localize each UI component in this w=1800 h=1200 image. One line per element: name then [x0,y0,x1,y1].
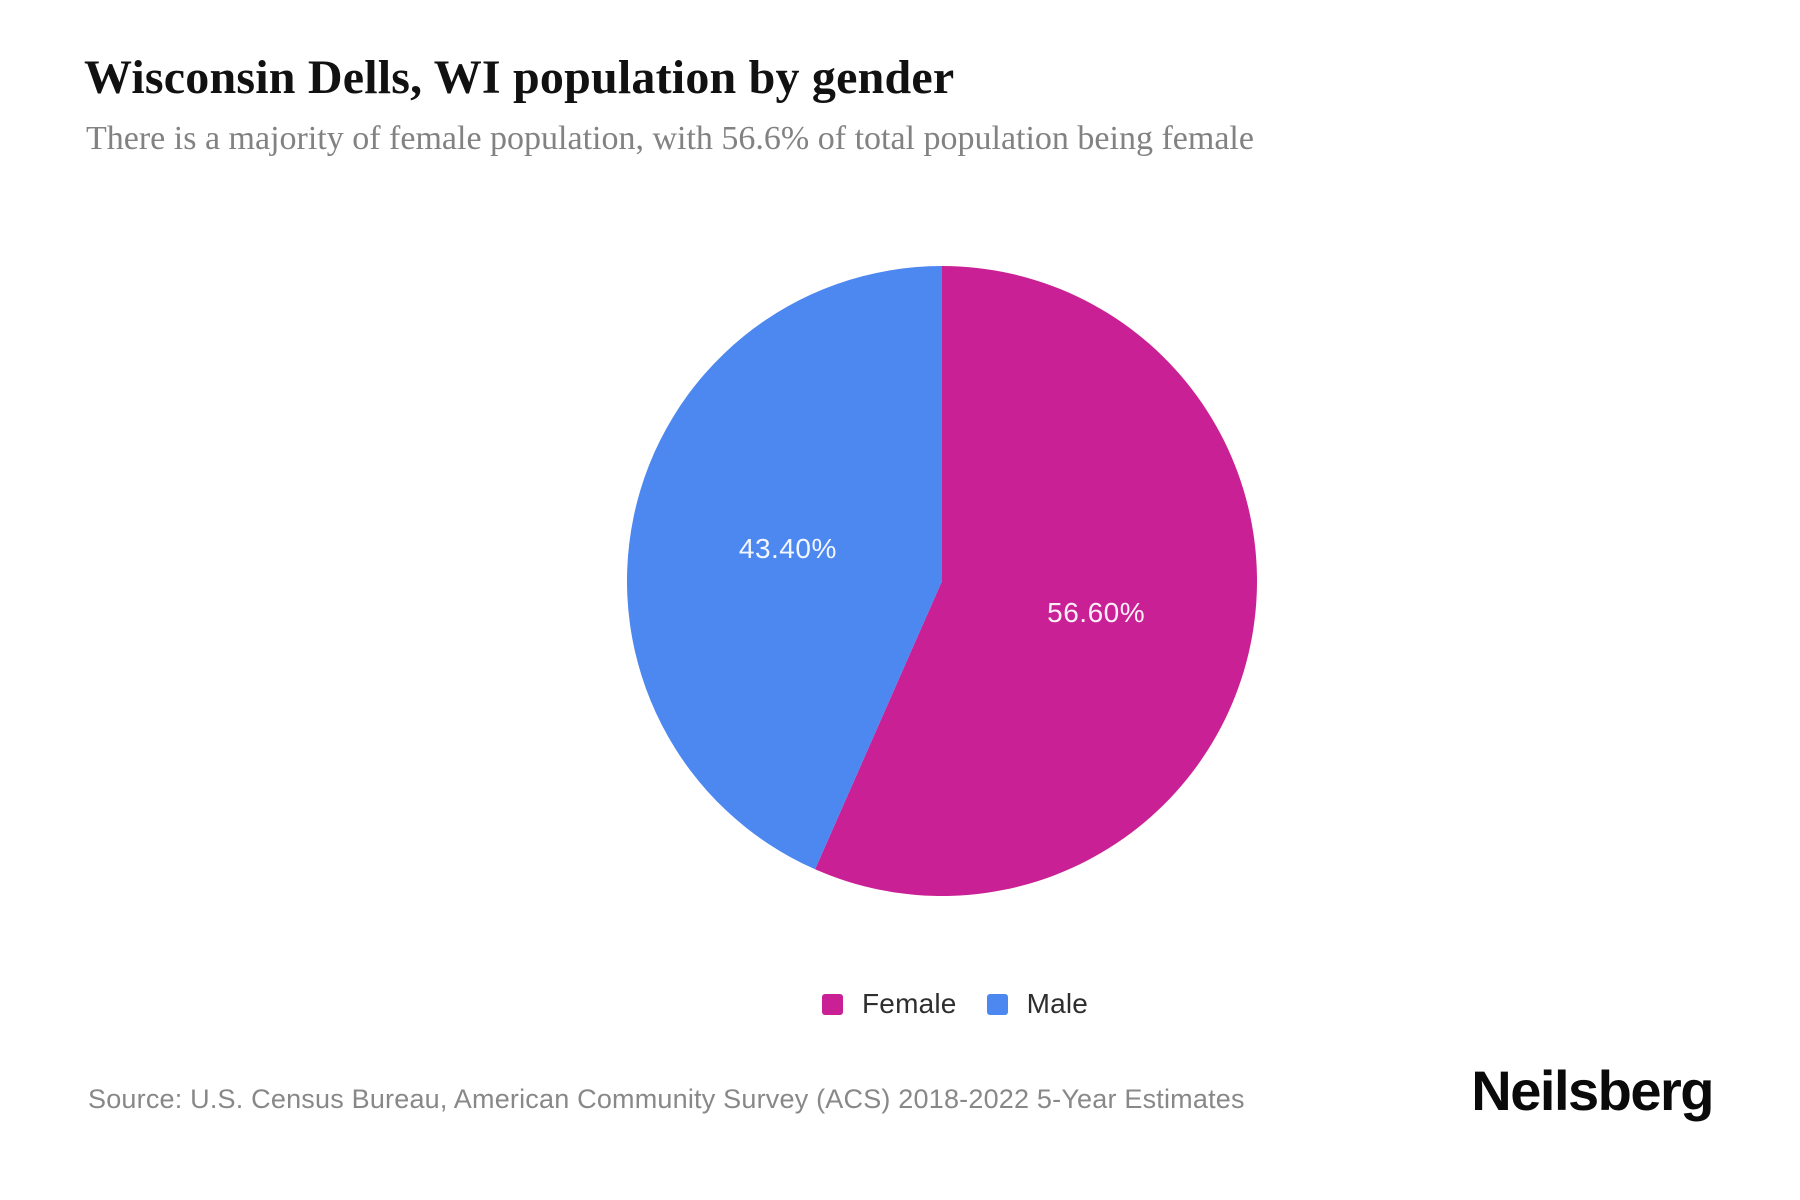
legend-swatch-female-icon [822,993,843,1015]
source-text: Source: U.S. Census Bureau, American Com… [88,1084,1245,1114]
legend-item-male[interactable]: Male [986,988,1089,1020]
pie-slice-female[interactable] [815,266,1257,896]
chart-subtitle: There is a majority of female population… [86,120,1254,157]
brand-logo: Neilsberg [1471,1059,1714,1122]
legend-swatch-male-icon [986,993,1008,1015]
pie-chart: 56.60% 43.40% [627,266,1257,896]
legend-label-female: Female [862,988,957,1019]
pie-chart-svg [627,266,1257,896]
pie-slice-male[interactable] [627,266,942,870]
legend-label-male: Male [1026,988,1089,1019]
legend-item-female[interactable]: Female [822,988,957,1020]
chart-title: Wisconsin Dells, WI population by gender [84,51,955,104]
legend: Female Male [822,988,1088,1020]
